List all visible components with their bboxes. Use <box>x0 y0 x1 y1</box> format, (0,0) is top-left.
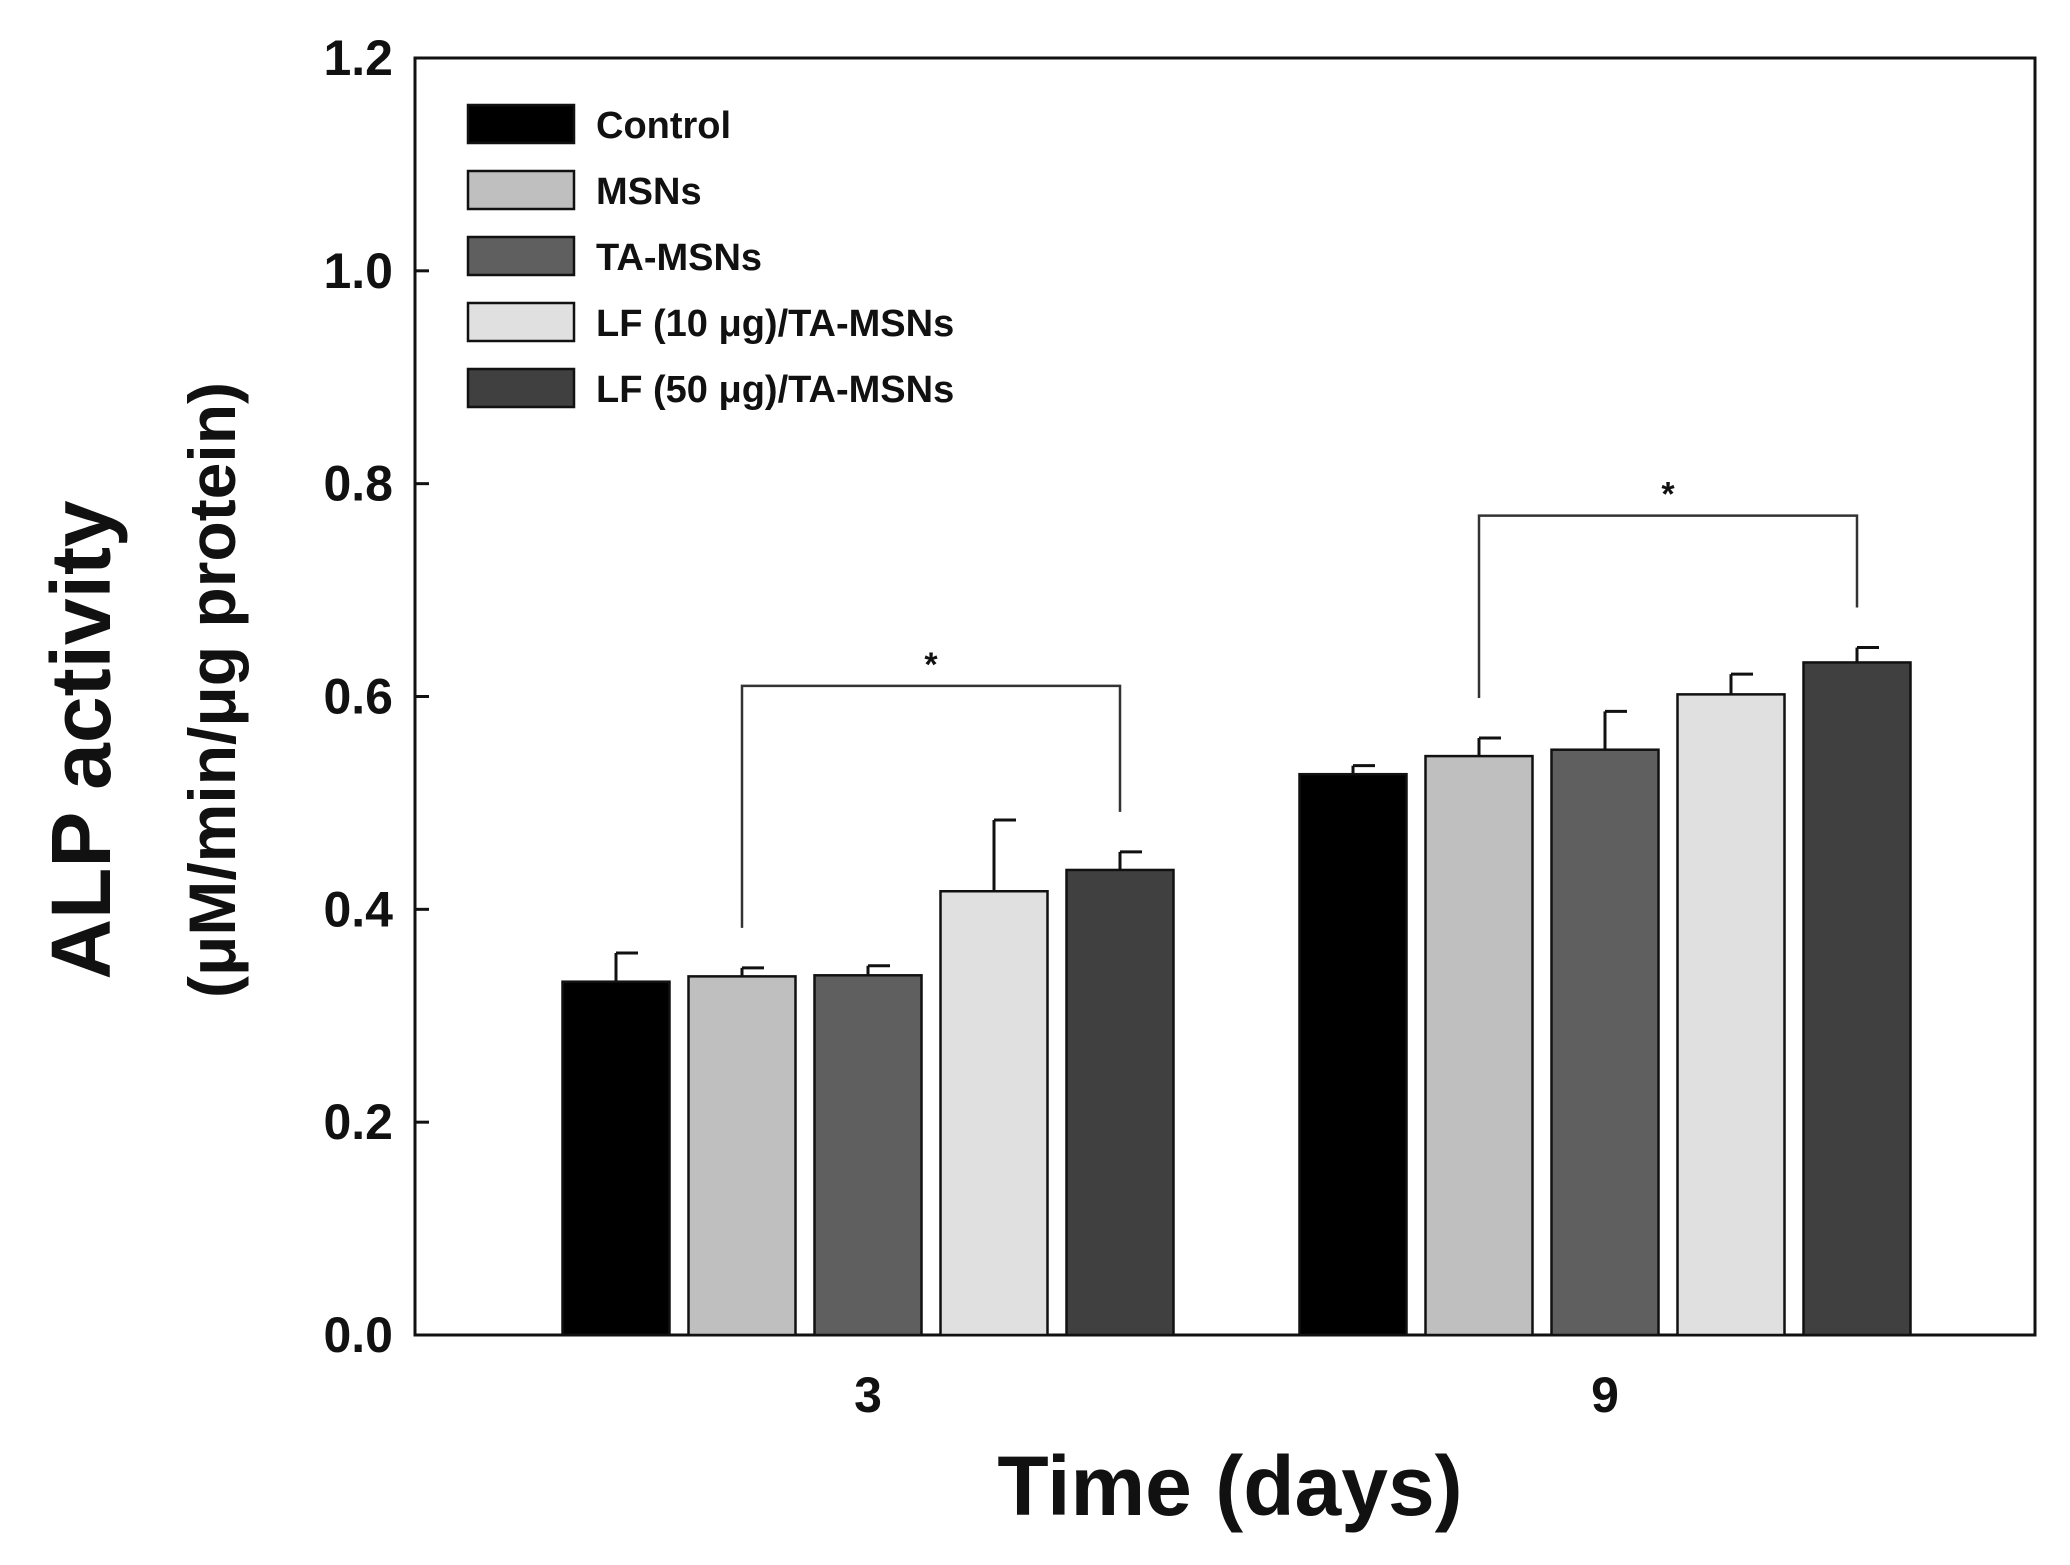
bar-series-group <box>561 646 1912 1337</box>
y-tick-label: 0.4 <box>323 881 393 937</box>
bar <box>1802 661 1912 1337</box>
legend: Control MSNs TA-MSNs LF (10 μg)/TA-MSNs LF (… <box>466 103 954 411</box>
bar <box>1298 772 1408 1337</box>
y-tick-label: 1.0 <box>323 243 393 299</box>
legend-swatch <box>466 103 576 145</box>
y-tick-label: 0.6 <box>323 669 393 725</box>
bar <box>1676 693 1786 1337</box>
y-axis-title-line1: ALP activity <box>34 500 128 980</box>
legend-swatch <box>466 367 576 409</box>
legend-swatch <box>466 235 576 277</box>
significance-marker: * <box>1661 476 1675 514</box>
legend-label: TA-MSNs <box>596 237 762 279</box>
legend-label: LF (50 μg)/TA-MSNs <box>596 369 954 411</box>
x-tick-label: 3 <box>854 1367 882 1423</box>
bar <box>1550 748 1660 1337</box>
bar <box>813 974 923 1337</box>
y-tick-label: 1.2 <box>323 30 393 86</box>
bar <box>939 889 1049 1337</box>
y-tick-label: 0.8 <box>323 456 393 512</box>
significance-bracket <box>740 684 1122 928</box>
y-axis-ticks: 0.0 0.2 0.4 0.6 0.8 1.0 1.2 <box>323 30 429 1363</box>
x-axis-title: Time (days) <box>997 1439 1462 1533</box>
legend-label: Control <box>596 105 731 147</box>
significance-marker: * <box>924 646 938 684</box>
significance-bracket <box>1477 514 1859 699</box>
bar <box>1424 754 1534 1337</box>
bar <box>561 980 671 1337</box>
legend-label: MSNs <box>596 171 702 213</box>
y-tick-label: 0.2 <box>323 1094 393 1150</box>
x-tick-label: 9 <box>1591 1367 1619 1423</box>
legend-swatch <box>466 169 576 211</box>
legend-swatch <box>466 301 576 343</box>
y-axis-title-line2: (μM/min/μg protein) <box>175 382 249 998</box>
significance-brackets: ** <box>740 476 1859 928</box>
y-tick-label: 0.0 <box>323 1307 393 1363</box>
legend-label: LF (10 μg)/TA-MSNs <box>596 303 954 345</box>
bar <box>687 975 797 1337</box>
bar <box>1065 868 1175 1337</box>
